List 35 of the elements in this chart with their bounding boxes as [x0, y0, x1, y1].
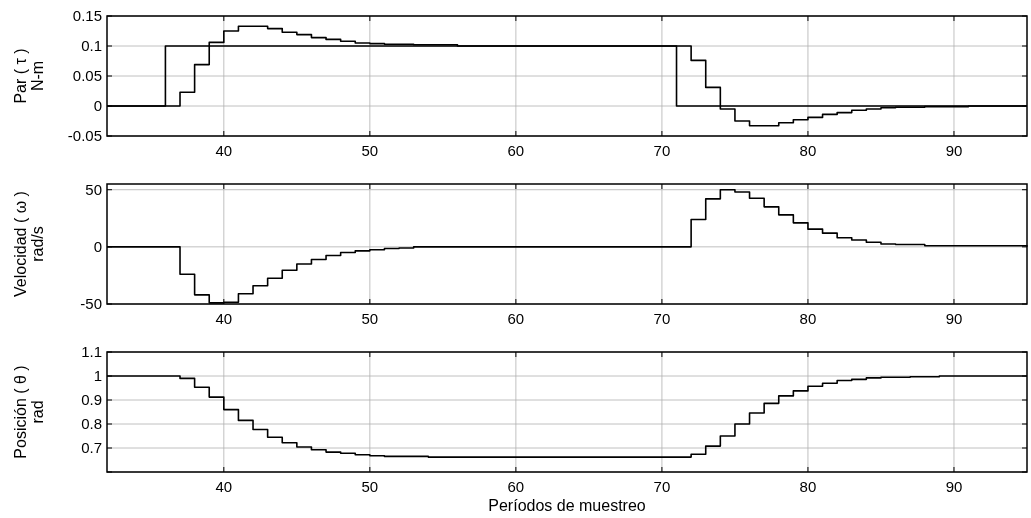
x-tick-label: 40: [215, 310, 233, 327]
y-tick-label: 0.9: [81, 391, 102, 409]
x-tick-label: 60: [507, 142, 525, 159]
y-tick-label: 0: [93, 238, 102, 256]
x-tick-label: 90: [945, 478, 963, 495]
x-tick-label: 90: [945, 142, 963, 159]
x-tick-label: 80: [799, 142, 817, 159]
x-tick-label: 60: [507, 478, 525, 495]
x-tick-label: 50: [361, 310, 379, 327]
x-tick-label: 40: [215, 142, 233, 159]
y-tick-label: -50: [80, 295, 102, 313]
y-tick-label: 0.8: [81, 415, 102, 433]
x-tick-label: 90: [945, 310, 963, 327]
y-tick-label: 50: [85, 180, 102, 198]
y-tick-label: 0.1: [81, 37, 102, 55]
x-axis-title: Períodos de muestreo: [488, 497, 646, 514]
y-tick-label: 1.1: [81, 343, 102, 361]
x-tick-label: 70: [653, 142, 671, 159]
x-tick-label: 60: [507, 310, 525, 327]
x-tick-label: 80: [799, 310, 817, 327]
y-axis-title: Velocidad ( ω ) rad/s: [12, 191, 47, 297]
y-tick-label: 0.7: [81, 439, 102, 457]
y-tick-label: 0.05: [72, 67, 102, 85]
y-axis-title: Par ( τ ) N-m: [12, 48, 47, 104]
y-tick-label: 0.15: [72, 7, 102, 25]
y-tick-label: 1: [93, 367, 102, 385]
x-tick-label: 50: [361, 142, 379, 159]
x-tick-label: 40: [215, 478, 233, 495]
y-axis-title: Posición ( θ ) rad: [12, 365, 47, 459]
x-tick-label: 80: [799, 478, 817, 495]
x-tick-label: 70: [653, 310, 671, 327]
x-tick-label: 50: [361, 478, 379, 495]
x-tick-label: 70: [653, 478, 671, 495]
y-tick-label: 0: [93, 97, 102, 115]
y-tick-label: -0.05: [67, 127, 102, 145]
